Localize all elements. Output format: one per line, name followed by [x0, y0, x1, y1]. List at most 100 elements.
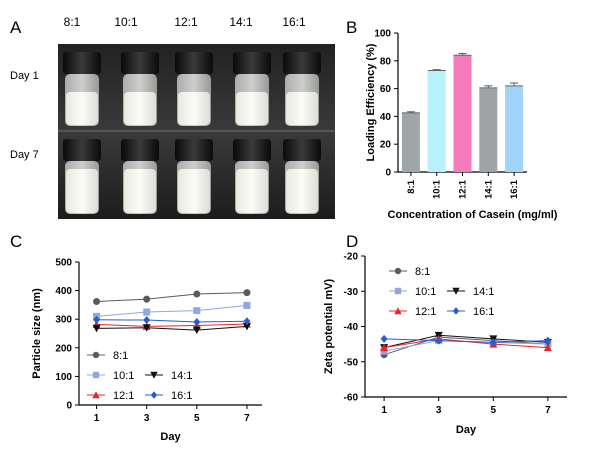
vial-liquid [236, 169, 268, 213]
column-label: 12:1 [174, 15, 198, 29]
series-line [384, 338, 548, 343]
particle-size-chart: 0 100 200 300 400 500 1 3 5 7 Day Particle size (nm… [31, 258, 262, 443]
column-label: 8:1 [64, 15, 81, 29]
y-tick-label: -50 [344, 357, 359, 368]
vial-cap [63, 52, 101, 74]
legend-label: 12:1 [415, 306, 436, 318]
vial-liquid [124, 169, 156, 213]
data-point [93, 297, 101, 305]
x-tick-label: 8:1 [406, 179, 417, 193]
x-tick-label: 1 [94, 413, 100, 424]
series-line [96, 292, 247, 302]
legend-label: 10:1 [415, 286, 436, 298]
data-point [435, 336, 443, 345]
series-line [96, 304, 248, 317]
series-line [96, 325, 247, 331]
panel-c-letter: C [10, 232, 22, 251]
y-axis-title: Zeta potential mV) [323, 278, 335, 374]
data-point [150, 391, 158, 399]
series-line [383, 334, 548, 349]
vial-liquid [286, 169, 318, 213]
zeta-potential-chart: -20 -30 -40 -50 -60 1 3 5 7 Day Zeta potential mV)… [323, 252, 567, 436]
y-tick-label: 0 [66, 401, 72, 412]
panel-b: B 0 20 40 60 80 100 8:1 10:1 12:1 14:1 16:1 Concent… [346, 18, 558, 221]
vial-cap [233, 52, 271, 74]
vial-cap [283, 139, 321, 161]
row-label: Day 1 [10, 70, 39, 82]
panel-a: A 8:1 10:1 12:1 14:1 16:1 Day 1 Day 7 [10, 15, 335, 219]
legend-label: 14:1 [171, 370, 192, 382]
panel-b-letter: B [346, 18, 357, 37]
data-point [92, 324, 101, 333]
data-point [394, 267, 402, 275]
data-point [193, 290, 201, 298]
data-point [142, 324, 151, 332]
x-tick-label: 10:1 [432, 179, 443, 199]
legend-label: 12:1 [113, 390, 134, 402]
y-tick-label: -20 [344, 252, 359, 263]
y-tick-label: -60 [344, 393, 359, 404]
y-tick-label: 500 [55, 258, 72, 269]
data-point [92, 351, 100, 359]
vial-cap [175, 52, 213, 74]
panel-a-column-labels: 8:1 10:1 12:1 14:1 16:1 [64, 15, 306, 29]
vial-cap [63, 139, 101, 161]
data-point [544, 336, 552, 345]
data-point [394, 287, 402, 295]
data-point [150, 371, 158, 379]
bar [479, 87, 498, 172]
loading-efficiency-chart: 0 20 40 60 80 100 8:1 10:1 12:1 14:1 16:1 Concentra… [365, 29, 558, 222]
legend-label: 8:1 [415, 266, 430, 278]
bar [401, 112, 420, 172]
y-tick-label: 60 [380, 84, 392, 95]
y-tick-label: 80 [380, 56, 392, 67]
data-point [243, 317, 251, 326]
vial-liquid [286, 92, 318, 125]
y-tick-label: 100 [374, 29, 391, 40]
vial-liquid [178, 169, 210, 213]
x-tick-label: 14:1 [483, 179, 494, 199]
y-tick-label: -30 [344, 287, 359, 298]
x-axis-title: Day [456, 424, 477, 436]
x-tick-label: 16:1 [509, 179, 520, 199]
data-point [93, 315, 101, 324]
x-axis-title: Day [160, 431, 181, 443]
x-tick-label: 1 [381, 405, 387, 416]
legend-label: 14:1 [473, 286, 494, 298]
bar [427, 70, 446, 172]
x-tick-label: 7 [244, 413, 250, 424]
panel-d-letter: D [346, 232, 358, 251]
row-label: Day 7 [10, 149, 39, 161]
column-label: 16:1 [282, 15, 306, 29]
vial-liquid [236, 92, 268, 125]
data-point [452, 287, 460, 295]
x-tick-label: 3 [144, 413, 150, 424]
vial-liquid [124, 92, 156, 125]
y-tick-label: 200 [55, 343, 72, 354]
series-line [96, 323, 247, 327]
legend-label: 16:1 [473, 306, 494, 318]
data-point [242, 322, 251, 331]
data-point [243, 289, 251, 297]
column-label: 14:1 [229, 15, 253, 29]
x-tick-label: 12:1 [458, 179, 469, 199]
column-label: 10:1 [114, 15, 138, 29]
bar [505, 85, 524, 172]
vial-liquid [66, 169, 98, 213]
series-line [96, 319, 247, 323]
vial-cap [121, 139, 159, 161]
y-tick-label: 0 [385, 168, 391, 179]
data-point [192, 326, 201, 335]
data-point [452, 307, 460, 315]
vial-photo [63, 52, 321, 214]
data-point [380, 343, 389, 352]
panel-d: D -20 -30 -40 -50 -60 1 3 5 7 Day Zeta potential m… [323, 232, 567, 436]
data-point [143, 295, 151, 303]
data-point [394, 307, 402, 315]
data-point [92, 391, 100, 399]
vial-cap [233, 139, 271, 161]
vial-cap [283, 52, 321, 74]
y-tick-label: 400 [55, 286, 72, 297]
vial-cap [175, 139, 213, 161]
